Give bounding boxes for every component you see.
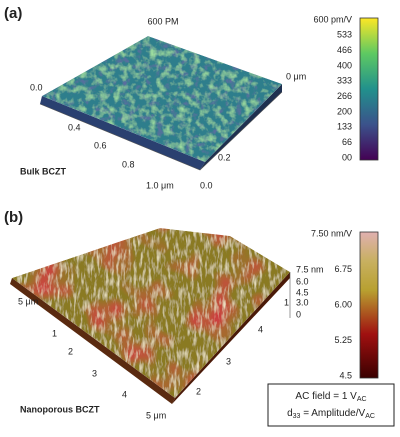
subscript: AC bbox=[365, 413, 375, 420]
surface-side bbox=[40, 96, 205, 170]
colorbar-label: 266 bbox=[337, 91, 352, 101]
colorbar-label: 333 bbox=[337, 76, 352, 86]
axis-label: 2 bbox=[68, 346, 73, 356]
colorbar-label: 133 bbox=[337, 122, 352, 132]
axis-label: 7.5 nm bbox=[296, 264, 324, 274]
colorbar-label: 6.75 bbox=[334, 264, 352, 274]
axis-label: 1 bbox=[284, 297, 289, 307]
legend-text: AC field = 1 V bbox=[295, 391, 357, 402]
legend-text: d bbox=[287, 408, 293, 419]
legend-line: d33 = Amplitude/VAC bbox=[287, 408, 375, 421]
panel-label: (b) bbox=[4, 209, 23, 226]
axis-label: 1.0 μm bbox=[146, 180, 174, 190]
panel-title: 600 PM bbox=[147, 16, 178, 26]
colorbar-label: 466 bbox=[337, 45, 352, 55]
axis-label: 4 bbox=[122, 389, 127, 399]
surface-side bbox=[172, 272, 290, 404]
colorbar-label: 00 bbox=[342, 152, 352, 162]
axis-label: 0.8 bbox=[122, 159, 135, 169]
axis-label: 0.4 bbox=[68, 122, 81, 132]
axis-label: 5 μm bbox=[146, 410, 166, 420]
axis-label: 0.6 bbox=[94, 140, 107, 150]
surface-side bbox=[200, 84, 282, 170]
axis-label: 5 μm bbox=[18, 296, 38, 306]
legend-box bbox=[267, 383, 395, 427]
legend-line: AC field = 1 VAC bbox=[295, 391, 366, 404]
axis-label: 4 bbox=[258, 324, 263, 334]
axis-label: 3 bbox=[92, 368, 97, 378]
colorbar-label: 400 bbox=[337, 60, 352, 70]
subscript: 33 bbox=[293, 413, 301, 420]
colorbar-label: 200 bbox=[337, 106, 352, 116]
axis-label: 1 bbox=[52, 328, 57, 338]
axis-label: 6.0 bbox=[296, 276, 309, 286]
colorbar-label: 6.00 bbox=[334, 299, 352, 309]
surface-side bbox=[10, 278, 175, 404]
colorbar-label: 4.5 bbox=[339, 370, 352, 380]
axis-label: 0.2 bbox=[218, 152, 231, 162]
colorbar-label: 533 bbox=[337, 30, 352, 40]
colorbar-label: 5.25 bbox=[334, 335, 352, 345]
colorbar-label: 600 pm/V bbox=[313, 14, 352, 24]
surface-nanoporous bbox=[12, 228, 290, 398]
colorbar-label: 7.50 nm/V bbox=[311, 228, 352, 238]
sample-label: Nanoporous BCZT bbox=[20, 404, 100, 414]
colorbar bbox=[359, 17, 379, 161]
colorbar-label: 66 bbox=[342, 137, 352, 147]
axis-label: 3 bbox=[226, 356, 231, 366]
axis-label: 2 bbox=[196, 386, 201, 396]
axis-frame bbox=[39, 91, 283, 171]
axis-label: 4.5 bbox=[296, 287, 309, 297]
surface-bulk bbox=[42, 36, 282, 162]
panel-label: (a) bbox=[4, 5, 22, 22]
axis-label: 0 μm bbox=[286, 71, 306, 81]
axis-label: 0 bbox=[296, 309, 301, 319]
sample-label: Bulk BCZT bbox=[20, 166, 67, 176]
colorbar bbox=[359, 231, 379, 379]
legend-text: = Amplitude/V bbox=[300, 408, 365, 419]
axis-label: 0.0 bbox=[200, 180, 213, 190]
axis-label: 3.0 bbox=[296, 297, 309, 307]
subscript: AC bbox=[357, 396, 367, 403]
axis-label: 0.0 bbox=[30, 82, 43, 92]
